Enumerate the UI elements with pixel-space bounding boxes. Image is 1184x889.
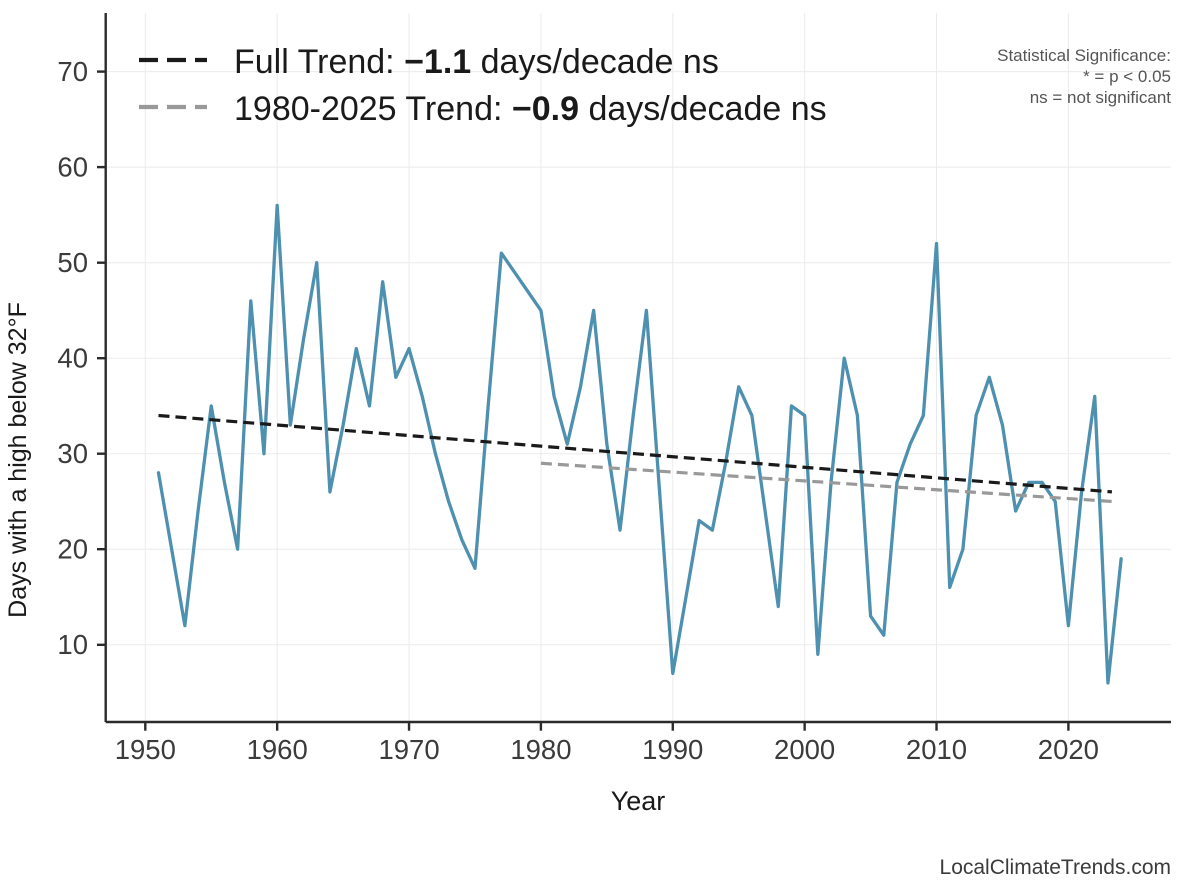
svg-text:ns = not significant: ns = not significant xyxy=(1030,88,1172,107)
svg-text:1970: 1970 xyxy=(378,734,439,765)
svg-text:1990: 1990 xyxy=(642,734,703,765)
svg-text:70: 70 xyxy=(57,56,88,87)
svg-text:Year: Year xyxy=(611,786,666,816)
svg-text:Statistical Significance:: Statistical Significance: xyxy=(997,46,1171,65)
svg-text:LocalClimateTrends.com: LocalClimateTrends.com xyxy=(940,856,1171,879)
svg-text:1980-2025 Trend: −0.9 days/dec: 1980-2025 Trend: −0.9 days/decade ns xyxy=(234,90,827,128)
svg-text:40: 40 xyxy=(57,343,88,374)
svg-text:2010: 2010 xyxy=(906,734,967,765)
svg-text:30: 30 xyxy=(57,438,88,469)
svg-text:Days with a high below 32°F: Days with a high below 32°F xyxy=(4,302,32,618)
svg-text:1950: 1950 xyxy=(115,734,176,765)
svg-text:20: 20 xyxy=(57,534,88,565)
svg-text:10: 10 xyxy=(57,629,88,660)
svg-text:1960: 1960 xyxy=(247,734,308,765)
svg-text:1980: 1980 xyxy=(510,734,571,765)
svg-text:2000: 2000 xyxy=(774,734,835,765)
svg-text:Full Trend: −1.1 days/decade n: Full Trend: −1.1 days/decade ns xyxy=(234,43,719,81)
svg-text:* = p < 0.05: * = p < 0.05 xyxy=(1083,67,1171,86)
svg-text:50: 50 xyxy=(57,247,88,278)
svg-text:60: 60 xyxy=(57,152,88,183)
svg-text:2020: 2020 xyxy=(1038,734,1099,765)
